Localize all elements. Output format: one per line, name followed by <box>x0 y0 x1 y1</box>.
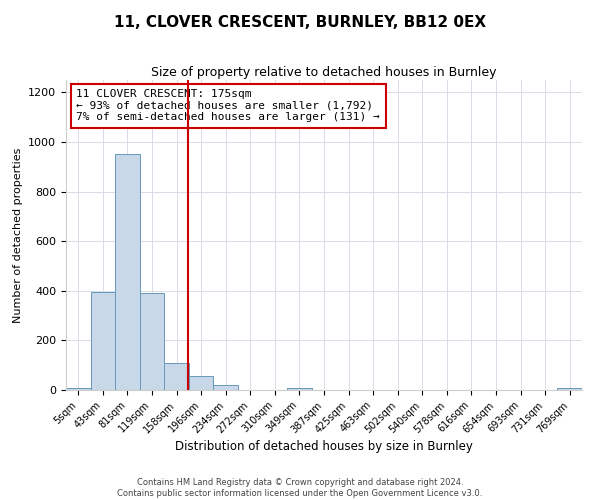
Bar <box>91 292 115 390</box>
Bar <box>557 388 582 390</box>
Title: Size of property relative to detached houses in Burnley: Size of property relative to detached ho… <box>151 66 497 79</box>
Bar <box>287 388 312 390</box>
Bar <box>164 362 189 390</box>
Bar <box>214 384 238 390</box>
Bar <box>140 294 164 390</box>
Bar <box>189 376 214 390</box>
Bar <box>115 154 140 390</box>
X-axis label: Distribution of detached houses by size in Burnley: Distribution of detached houses by size … <box>175 440 473 454</box>
Y-axis label: Number of detached properties: Number of detached properties <box>13 148 23 322</box>
Text: Contains HM Land Registry data © Crown copyright and database right 2024.
Contai: Contains HM Land Registry data © Crown c… <box>118 478 482 498</box>
Text: 11, CLOVER CRESCENT, BURNLEY, BB12 0EX: 11, CLOVER CRESCENT, BURNLEY, BB12 0EX <box>114 15 486 30</box>
Bar <box>66 388 91 390</box>
Text: 11 CLOVER CRESCENT: 175sqm
← 93% of detached houses are smaller (1,792)
7% of se: 11 CLOVER CRESCENT: 175sqm ← 93% of deta… <box>76 90 380 122</box>
